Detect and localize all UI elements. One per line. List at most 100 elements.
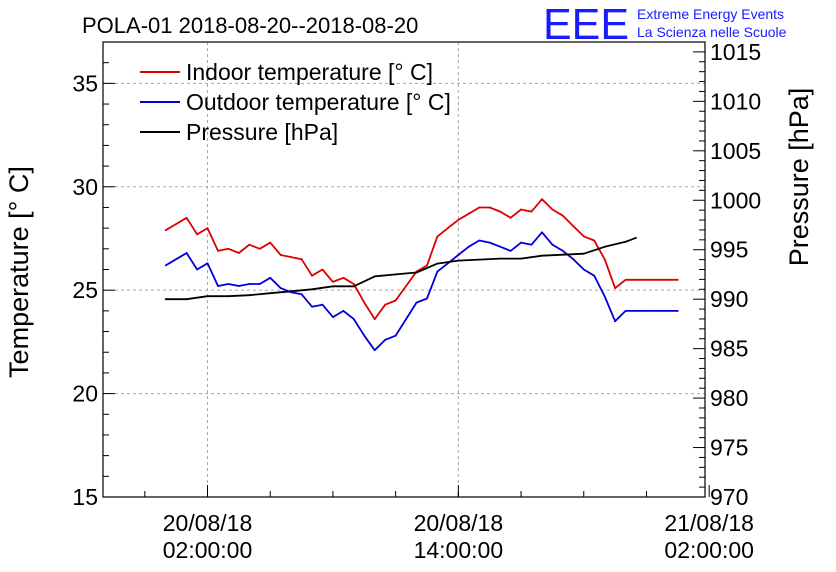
data-point xyxy=(342,276,345,279)
data-point xyxy=(635,278,637,281)
data-point xyxy=(196,268,198,271)
data-point xyxy=(436,262,439,265)
data-point xyxy=(175,258,178,261)
data-point xyxy=(551,208,554,211)
data-point xyxy=(164,264,167,267)
data-point xyxy=(185,252,188,254)
chart-title: POLA-01 2018-08-20--2018-08-20 xyxy=(82,13,418,38)
data-point xyxy=(582,252,585,255)
right-tick-label: 985 xyxy=(710,336,748,362)
logo-line1: Extreme Energy Events xyxy=(637,6,784,22)
data-point xyxy=(373,349,376,352)
data-point xyxy=(300,293,303,296)
data-point xyxy=(656,309,658,312)
data-point xyxy=(467,212,470,215)
y-axis-right-label: Pressure [hPa] xyxy=(784,88,814,267)
data-point xyxy=(666,278,669,281)
data-point xyxy=(467,245,470,248)
right-tick-label: 990 xyxy=(710,286,748,312)
data-point xyxy=(206,227,209,230)
data-point xyxy=(582,268,585,271)
data-point xyxy=(248,243,251,246)
x-tick-label-date: 20/08/18 xyxy=(414,510,504,536)
data-point xyxy=(217,249,219,252)
data-point xyxy=(332,316,334,318)
right-tick-label: 1015 xyxy=(710,39,761,65)
data-point xyxy=(676,309,679,312)
data-point xyxy=(311,288,313,291)
data-point xyxy=(394,334,397,337)
data-point xyxy=(603,295,606,298)
data-point xyxy=(175,223,178,225)
data-point xyxy=(185,298,188,301)
legend-label: Pressure [hPa] xyxy=(186,119,338,145)
data-point xyxy=(311,274,313,277)
legend-label: Indoor temperature [° C] xyxy=(186,59,433,85)
right-tick-label: 1000 xyxy=(710,187,761,213)
series-line-1 xyxy=(165,231,678,352)
data-point xyxy=(405,285,407,287)
data-point xyxy=(520,241,522,244)
data-point xyxy=(436,270,439,273)
data-point xyxy=(520,208,522,211)
data-point xyxy=(206,262,209,265)
data-point xyxy=(269,276,272,279)
data-point xyxy=(603,245,606,248)
x-tick-label-time: 14:00:00 xyxy=(414,537,504,563)
data-point xyxy=(624,278,627,281)
data-point xyxy=(614,320,617,323)
data-point xyxy=(488,241,491,244)
legend-label: Outdoor temperature [° C] xyxy=(186,89,451,115)
data-point xyxy=(426,297,428,300)
data-point xyxy=(457,218,460,221)
left-tick-label: 35 xyxy=(72,70,98,96)
data-point xyxy=(509,249,512,252)
data-point xyxy=(561,249,564,252)
right-tick-label: 995 xyxy=(710,237,748,263)
x-tick-label-date: 21/08/18 xyxy=(664,510,754,536)
data-point xyxy=(614,287,617,290)
eee-logo: EEE Extreme Energy Events La Scienza nel… xyxy=(543,0,787,49)
data-point xyxy=(656,278,658,281)
x-tick-label-time: 02:00:00 xyxy=(664,537,754,563)
data-point xyxy=(248,294,251,297)
data-point xyxy=(676,278,679,281)
left-tick-label: 15 xyxy=(72,484,98,510)
data-point xyxy=(269,292,272,295)
data-point xyxy=(478,206,481,209)
data-point xyxy=(478,258,481,261)
data-point xyxy=(603,258,606,261)
data-point xyxy=(635,309,637,312)
data-point xyxy=(666,309,669,312)
data-point xyxy=(561,214,564,217)
right-tick-label: 975 xyxy=(710,435,748,461)
data-point xyxy=(446,227,449,230)
data-point xyxy=(499,257,502,260)
data-point xyxy=(384,338,387,341)
left-tick-label: 30 xyxy=(72,174,98,200)
x-tick-label-time: 02:00:00 xyxy=(163,537,253,563)
series-layer xyxy=(164,198,679,352)
data-point xyxy=(551,243,554,246)
data-point xyxy=(352,318,355,321)
data-point xyxy=(541,198,543,201)
data-point xyxy=(373,318,376,321)
data-point xyxy=(206,295,209,298)
ticks: 15 20 25 30 35 970 975 980 985 990 995 1000 1005 1010… xyxy=(72,39,761,563)
right-tick-label: 1005 xyxy=(710,138,761,164)
data-point xyxy=(436,235,439,238)
series-line-0 xyxy=(165,198,678,321)
data-point xyxy=(237,252,240,254)
data-point xyxy=(572,225,575,227)
right-tick-label: 980 xyxy=(710,385,748,411)
data-point xyxy=(352,285,355,288)
data-point xyxy=(342,309,345,312)
data-point xyxy=(164,229,167,232)
data-point xyxy=(384,303,387,306)
data-point xyxy=(227,247,230,250)
data-point xyxy=(279,254,282,256)
data-point xyxy=(499,245,502,248)
data-point xyxy=(196,233,198,236)
y-axis-left-label: Temperature [° C] xyxy=(4,166,34,378)
data-point xyxy=(332,281,334,283)
